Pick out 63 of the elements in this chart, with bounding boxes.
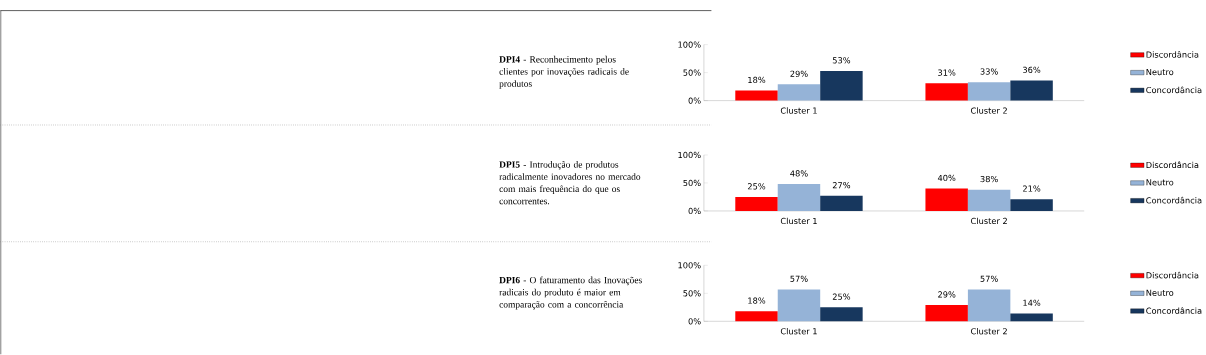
- x-tick-label: Cluster 1: [780, 217, 817, 225]
- text: DPI6 - O faturamento das Inovações radicais do produto é maior em comparação com a concorrência: [499, 276, 642, 310]
- data-label: 38%: [980, 176, 998, 183]
- y-tick-label: 100%: [678, 41, 701, 48]
- data-label: 36%: [1023, 66, 1041, 74]
- bar: [967, 82, 1011, 101]
- data-label: 29%: [938, 291, 956, 298]
- legend-label: Discordância: [1146, 161, 1199, 169]
- data-label: 25%: [832, 293, 851, 300]
- data-label: 18%: [748, 76, 766, 84]
- legend-label: Concordância: [1146, 196, 1202, 204]
- legend-label: Concordância: [1146, 86, 1202, 94]
- x-tick-label: Cluster 2: [971, 217, 1007, 225]
- bar: [967, 189, 1011, 212]
- bar: [1010, 313, 1053, 322]
- y-tick-label: 0%: [688, 97, 701, 104]
- legend-label: Neutro: [1146, 179, 1174, 186]
- legend-label: Concordância: [1146, 307, 1202, 314]
- bar: [777, 184, 821, 212]
- y-tick-label: 100%: [678, 262, 701, 269]
- bar: [925, 83, 968, 101]
- data-label: 21%: [1023, 185, 1041, 192]
- bar: [735, 197, 778, 212]
- data-label: 27%: [832, 182, 851, 189]
- data-label: 48%: [790, 170, 808, 177]
- data-label: 29%: [790, 70, 808, 78]
- bar: [967, 289, 1011, 322]
- y-tick-label: 50%: [683, 290, 701, 297]
- bar: [777, 289, 821, 322]
- data-label: 57%: [980, 275, 998, 283]
- y-tick-label: 0%: [688, 318, 701, 325]
- data-label: 18%: [748, 297, 766, 304]
- bar: [735, 90, 778, 101]
- x-tick-label: Cluster 1: [780, 107, 817, 114]
- text: DPI4 - Reconhecimento pelos clientes por inovações radicais de produtos: [499, 56, 629, 89]
- bar: [1010, 80, 1053, 101]
- legend-label: Discordância: [1146, 271, 1199, 279]
- bar: [1010, 199, 1053, 212]
- y-tick-label: 0%: [688, 207, 701, 215]
- y-tick-label: 100%: [678, 151, 701, 159]
- bar: [777, 84, 821, 101]
- text: DPI5 - Introdução de produtos radicalmente inovadores no mercado com mais frequência do que os concorrentes.: [499, 161, 641, 205]
- bar: [820, 195, 863, 212]
- bar: [925, 188, 968, 212]
- data-label: 31%: [938, 69, 956, 76]
- bar: [820, 307, 863, 322]
- x-tick-label: Cluster 2: [971, 328, 1007, 335]
- legend-label: Discordância: [1146, 51, 1199, 58]
- bar: [820, 71, 863, 101]
- data-label: 25%: [747, 183, 766, 190]
- data-label: 14%: [1023, 299, 1041, 307]
- bar: [735, 311, 778, 322]
- y-tick-label: 50%: [683, 69, 701, 76]
- legend-label: Neutro: [1146, 289, 1174, 296]
- y-tick-label: 50%: [683, 179, 701, 187]
- bar: [925, 305, 968, 322]
- x-tick-label: Cluster 2: [971, 107, 1007, 114]
- data-label: 40%: [937, 174, 956, 182]
- data-label: 33%: [980, 68, 998, 75]
- x-tick-label: Cluster 1: [780, 328, 817, 335]
- data-label: 53%: [832, 57, 851, 64]
- legend-label: Neutro: [1146, 69, 1174, 76]
- data-label: 57%: [790, 275, 808, 283]
